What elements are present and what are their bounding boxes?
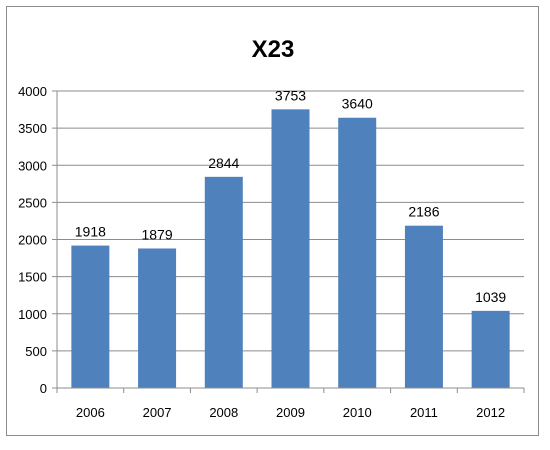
- y-tick-label: 2500: [18, 195, 47, 210]
- data-label: 1039: [475, 289, 506, 305]
- y-axis-tick-labels: 0 500 1000 1500 2000 2500 3000 3500 4000: [18, 84, 47, 396]
- bar-2010: [338, 117, 377, 388]
- data-label: 2844: [208, 155, 239, 171]
- bar-2012: [471, 310, 510, 388]
- y-tick-label: 2000: [18, 233, 47, 248]
- data-label: 1879: [141, 226, 172, 242]
- y-tick-label: 1000: [18, 307, 47, 322]
- bar-2008: [204, 176, 243, 388]
- data-label: 1918: [75, 224, 106, 240]
- x-tick-label: 2011: [410, 405, 438, 420]
- x-tick-label: 2007: [143, 405, 172, 420]
- data-label: 3640: [342, 96, 373, 112]
- x-tick-label: 2010: [343, 405, 372, 420]
- y-tick-label: 500: [25, 344, 47, 359]
- x-tick-label: 2008: [209, 405, 238, 420]
- x-tick-label: 2009: [276, 405, 305, 420]
- y-tick-label: 1500: [18, 270, 47, 285]
- y-tick-label: 0: [40, 381, 47, 396]
- y-tick-label: 3500: [18, 121, 47, 136]
- bars: [71, 109, 510, 388]
- x-tick-label: 2012: [476, 405, 505, 420]
- y-tick-label: 3000: [18, 158, 47, 173]
- chart-title: X23: [252, 36, 295, 63]
- x-axis-tick-labels: 2006 2007 2008 2009 2010 2011 2012: [76, 405, 505, 420]
- data-labels: 1918 1879 2844 3753 3640 2186 1039: [75, 87, 507, 305]
- bar-2006: [71, 245, 110, 388]
- bar-2007: [138, 248, 177, 388]
- data-label: 3753: [275, 87, 306, 103]
- data-label: 2186: [408, 204, 439, 220]
- x-tick-label: 2006: [76, 405, 105, 420]
- bar-2011: [404, 225, 443, 388]
- bar-2009: [271, 109, 310, 388]
- y-tick-label: 4000: [18, 84, 47, 99]
